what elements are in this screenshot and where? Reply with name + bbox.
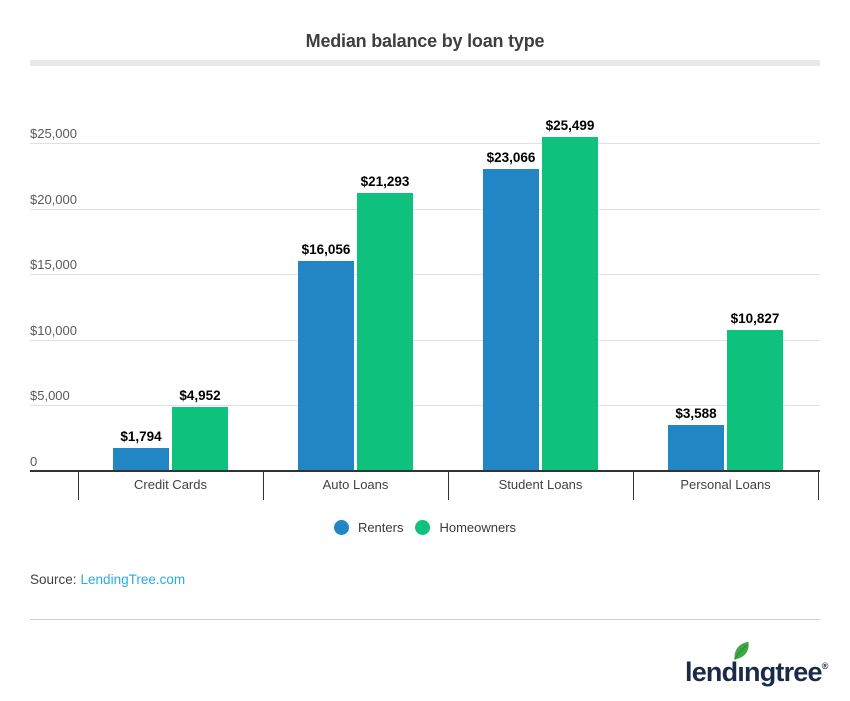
x-axis-category-label: Personal Loans bbox=[680, 477, 771, 492]
logo-registered-mark: ® bbox=[821, 661, 829, 671]
x-axis-category-label: Auto Loans bbox=[322, 477, 389, 492]
y-axis-tick-label: $15,000 bbox=[30, 257, 77, 273]
gridline bbox=[30, 143, 820, 144]
bar-renters-auto-loans bbox=[298, 261, 354, 472]
bar-value-label: $10,827 bbox=[730, 310, 780, 326]
y-axis-tick-label: $25,000 bbox=[30, 126, 77, 141]
chart-legend: Renters Homeowners bbox=[0, 520, 850, 535]
bar-value-label: $23,066 bbox=[486, 150, 536, 166]
gridline bbox=[30, 274, 820, 276]
legend-swatch-homeowners bbox=[415, 520, 431, 535]
y-axis-tick-label: 0 bbox=[30, 454, 38, 469]
x-axis-tick bbox=[818, 471, 819, 500]
lendingtree-logo: lendıngtree® bbox=[685, 641, 828, 687]
bar-homeowners-credit-cards bbox=[172, 407, 228, 472]
x-axis-tick bbox=[263, 471, 264, 500]
logo-wordmark-text: lendıngtree bbox=[685, 657, 823, 687]
legend-label: Homeowners bbox=[439, 520, 517, 535]
chart-title: Median balance by loan type bbox=[305, 31, 545, 51]
legend-item-renters: Renters bbox=[333, 520, 404, 535]
bar-value-label: $4,952 bbox=[179, 388, 221, 404]
leaf-icon bbox=[734, 641, 749, 660]
source-line: Source: LendingTree.com bbox=[30, 572, 185, 587]
gridline bbox=[30, 405, 820, 407]
x-axis-tick bbox=[448, 471, 449, 500]
y-axis-tick-label: $20,000 bbox=[30, 191, 77, 207]
bar-value-label: $21,293 bbox=[360, 173, 410, 189]
bar-homeowners-student-loans bbox=[542, 137, 598, 472]
x-axis-line bbox=[30, 470, 820, 472]
bar-homeowners-personal-loans bbox=[727, 329, 783, 472]
x-axis-category-label: Student Loans bbox=[498, 477, 583, 492]
bar-chart: 0 $5,000 $10,000 $15,000 $20,000 $25,000 $1,79… bbox=[30, 118, 820, 500]
source-label: Source: bbox=[30, 572, 77, 587]
x-axis-category-label: Credit Cards bbox=[134, 477, 207, 492]
footer-divider bbox=[30, 619, 820, 620]
bar-renters-credit-cards bbox=[113, 448, 169, 472]
source-link[interactable]: LendingTree.com bbox=[80, 572, 186, 587]
bar-value-label: $16,056 bbox=[301, 242, 351, 258]
bar-value-label: $1,794 bbox=[120, 429, 162, 445]
title-underline-bar bbox=[30, 60, 820, 66]
bar-value-label: $3,588 bbox=[675, 405, 717, 421]
bar-value-label: $25,499 bbox=[545, 118, 595, 134]
gridline bbox=[30, 339, 820, 341]
gridline bbox=[30, 208, 820, 210]
y-axis-tick-label: $5,000 bbox=[30, 388, 70, 404]
x-axis-tick bbox=[78, 471, 79, 500]
legend-item-homeowners: Homeowners bbox=[415, 520, 516, 535]
y-axis-tick-label: $10,000 bbox=[30, 322, 77, 338]
bar-renters-personal-loans bbox=[668, 424, 724, 472]
legend-label: Renters bbox=[357, 520, 404, 535]
legend-swatch-renters bbox=[333, 520, 349, 535]
x-axis-tick bbox=[633, 471, 634, 500]
bar-homeowners-auto-loans bbox=[357, 192, 413, 472]
bar-renters-student-loans bbox=[483, 169, 539, 472]
